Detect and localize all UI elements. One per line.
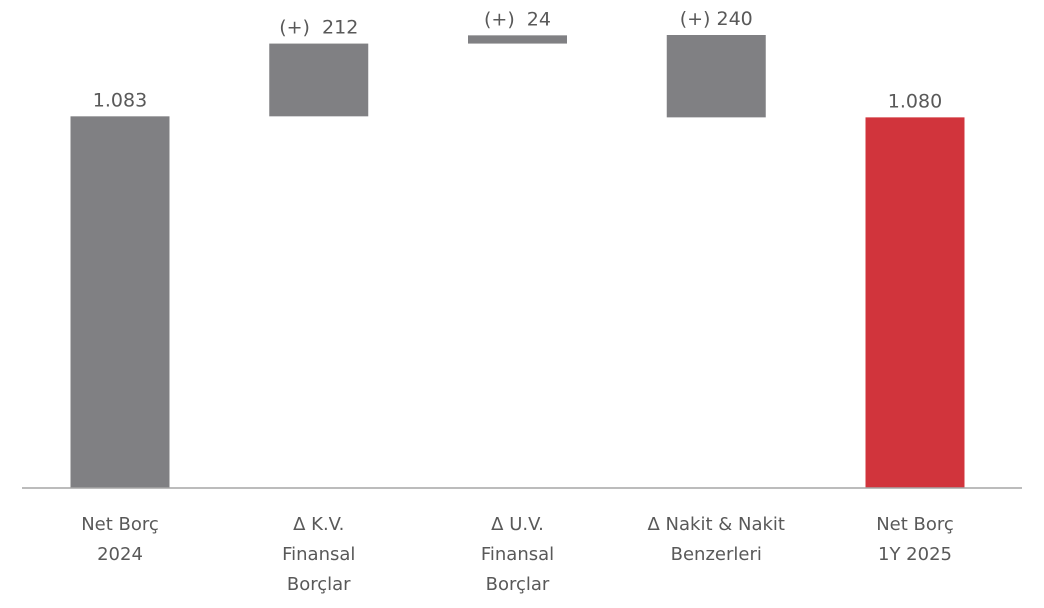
data-labels-layer: 1.083 (+) 212 (+) 24 (+) 240 1.080 — [93, 8, 942, 112]
category-label-1: Net Borç 2024 — [81, 514, 159, 565]
bar-3 — [468, 35, 567, 44]
category-label-line: 2024 — [97, 544, 143, 565]
category-label-5: Net Borç 1Y 2025 — [876, 514, 954, 565]
category-labels-layer: Net Borç 2024 Δ K.V. Finansal Borçlar Δ U.V. F… — [81, 514, 954, 595]
data-label-1: 1.083 — [93, 89, 147, 111]
category-label-line: Finansal — [481, 544, 554, 565]
category-label-3: Δ U.V. Finansal Borçlar — [481, 514, 554, 595]
bar-4 — [666, 35, 766, 118]
data-label-3: (+) 24 — [484, 8, 551, 30]
data-label-5: 1.080 — [888, 90, 942, 112]
data-label-4: (+) 240 — [680, 8, 753, 30]
category-label-line: Δ U.V. — [491, 514, 544, 535]
category-label-line: Finansal — [282, 544, 355, 565]
category-label-line: Net Borç — [81, 514, 159, 535]
category-label-4: Δ Nakit & Nakit Benzerleri — [648, 514, 785, 565]
category-label-line: Benzerleri — [671, 544, 762, 565]
data-label-2: (+) 212 — [279, 17, 358, 39]
category-label-line: Δ K.V. — [293, 514, 344, 535]
category-label-line: Net Borç — [876, 514, 954, 535]
bar-5 — [865, 117, 965, 488]
category-label-line: Δ Nakit & Nakit — [648, 514, 785, 535]
category-label-2: Δ K.V. Finansal Borçlar — [282, 514, 355, 595]
category-label-line: 1Y 2025 — [878, 544, 952, 565]
bar-1 — [70, 116, 170, 488]
bars-layer — [70, 35, 965, 488]
category-label-line: Borçlar — [486, 574, 550, 595]
bar-2 — [269, 43, 369, 117]
category-label-line: Borçlar — [287, 574, 351, 595]
